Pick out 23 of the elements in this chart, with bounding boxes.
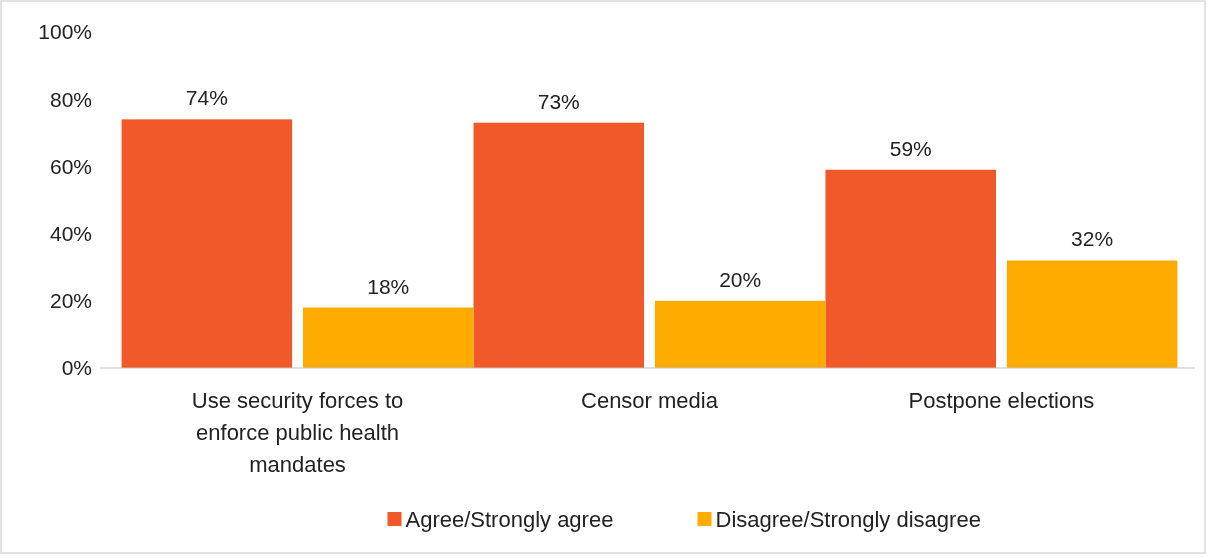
bar	[303, 307, 474, 368]
y-tick-label: 40%	[49, 221, 92, 245]
x-tick-label: Censor media	[581, 388, 719, 413]
text: 59%	[889, 136, 932, 160]
legend-label: Agree/Strongly agree	[405, 506, 614, 532]
y-tick-label: 80%	[49, 87, 92, 111]
x-tick-label: Postpone elections	[908, 388, 1095, 413]
bar	[825, 169, 996, 368]
bar	[121, 119, 293, 368]
y-tick-label: 100%	[38, 20, 92, 44]
bar	[654, 300, 826, 368]
text: 74%	[185, 86, 228, 110]
y-tick-label: 60%	[49, 154, 92, 178]
bar	[1006, 260, 1178, 368]
y-tick-label: 0%	[61, 356, 92, 380]
text: 73%	[537, 89, 580, 113]
text: 18%	[367, 274, 410, 298]
text: 20%	[719, 267, 762, 291]
text: 32%	[1071, 227, 1114, 251]
bar	[473, 122, 645, 368]
x-tick-label: Use security forces to enforce public health mandates	[191, 388, 404, 477]
y-tick-label: 20%	[49, 289, 92, 313]
legend-label: Disagree/Strongly disagree	[715, 506, 981, 532]
